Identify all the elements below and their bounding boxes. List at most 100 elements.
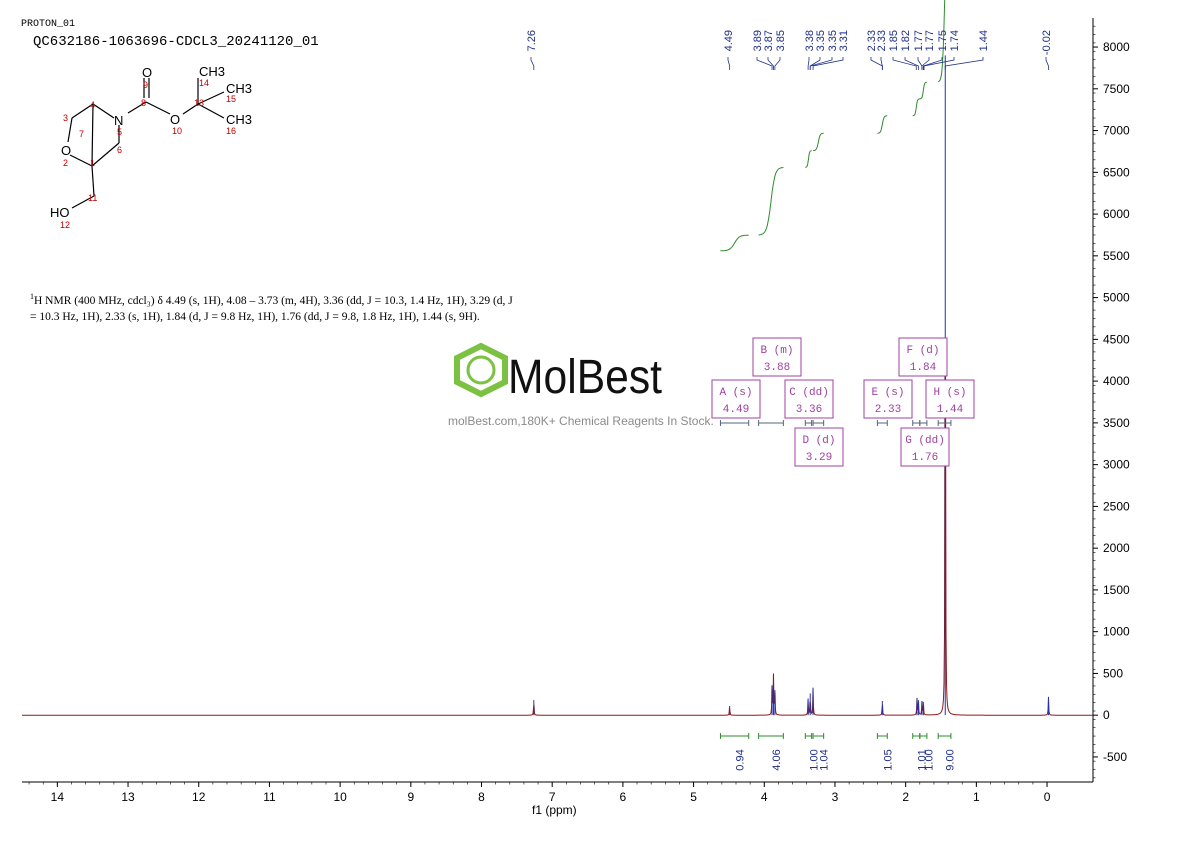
peak-connector xyxy=(809,57,833,70)
y-tick-label: -500 xyxy=(1103,750,1127,764)
y-tick-label: 2500 xyxy=(1103,499,1130,513)
integral-curve xyxy=(937,0,946,83)
multiplet-shift: 4.49 xyxy=(723,404,749,416)
atom-8: 8 xyxy=(141,98,146,108)
peak-label: 2.33 xyxy=(876,30,888,51)
spectrum-line xyxy=(22,342,1093,716)
y-tick-label: 5500 xyxy=(1103,249,1130,263)
molbest-logo: MolBest xyxy=(454,342,662,404)
y-tick-label: 2000 xyxy=(1103,541,1130,555)
atom-11: 11 xyxy=(88,193,97,203)
integral-value: 1.05 xyxy=(882,749,894,770)
atom-14: 14 xyxy=(199,78,209,88)
peak-label: 2.33 xyxy=(866,30,878,51)
y-tick-label: 4500 xyxy=(1103,332,1130,346)
atom-9: 9 xyxy=(143,80,148,90)
atom-O9: O xyxy=(142,65,152,80)
peak-label: 1.85 xyxy=(888,30,900,51)
peak-connector xyxy=(904,57,919,70)
multiplet-box xyxy=(898,337,948,377)
x-tick-label: 11 xyxy=(263,790,276,804)
integral-curve xyxy=(877,115,888,134)
atom-O10: O xyxy=(170,112,180,127)
multiplet-name: F (d) xyxy=(906,345,939,357)
y-tick-label: 6500 xyxy=(1103,165,1130,179)
multiplet-name: D (d) xyxy=(802,435,835,447)
y-tick-label: 1000 xyxy=(1103,625,1130,639)
atom-HO: HO xyxy=(50,205,70,220)
multiplet-shift: 1.44 xyxy=(937,404,964,416)
multiplet-shift: 1.84 xyxy=(910,362,937,374)
peak-label: 1.77 xyxy=(913,30,925,51)
peak-label: 3.31 xyxy=(838,30,850,51)
atom-12: 12 xyxy=(60,220,70,230)
x-tick-label: 2 xyxy=(902,790,909,804)
molecule-structure xyxy=(67,78,225,209)
multiplet-box xyxy=(900,427,950,467)
nmr-line-1: H NMR (400 MHz, cdcl₃) δ 4.49 (s, 1H), 4… xyxy=(34,294,513,307)
y-tick-label: 5000 xyxy=(1103,291,1130,305)
peak-label: 3.35 xyxy=(827,30,839,51)
multiplet-name: E (s) xyxy=(871,387,904,399)
axes: 14 13 12 11 10 9 8 7 6 5 4 3 2 1 0-5000500100015002000… xyxy=(22,18,1130,804)
multiplet-box xyxy=(925,379,975,419)
atom-5: 5 xyxy=(117,127,122,137)
peak-connector xyxy=(756,57,773,70)
multiplet-name: B (m) xyxy=(760,345,793,357)
y-tick-label: 4000 xyxy=(1103,374,1130,388)
peak-connector xyxy=(767,57,774,70)
peak-label: 1.44 xyxy=(978,30,990,51)
peak-connector xyxy=(944,57,984,70)
atom-CH3-right: CH3 xyxy=(226,81,252,96)
multiplet-box xyxy=(794,427,844,467)
multiplet-shift: 3.88 xyxy=(764,362,790,374)
peak-label: 7.26 xyxy=(526,30,538,51)
x-tick-label: 7 xyxy=(549,790,556,804)
peak-connector xyxy=(812,57,844,70)
x-tick-label: 6 xyxy=(620,790,627,804)
peak-connector xyxy=(892,57,917,70)
integral-value: 9.00 xyxy=(945,749,957,770)
peak-connector xyxy=(774,57,781,70)
y-tick-label: 500 xyxy=(1103,666,1123,680)
nmr-sup: 1 xyxy=(30,292,34,301)
peak-label: -0.02 xyxy=(1041,30,1053,55)
multiplet-box xyxy=(863,379,913,419)
multiplet-shift: 2.33 xyxy=(875,404,901,416)
atom-N: N xyxy=(114,113,123,128)
atom-6: 6 xyxy=(117,145,122,155)
y-tick-label: 7500 xyxy=(1103,82,1130,96)
integral-curve xyxy=(720,234,749,252)
multiplet-box xyxy=(711,379,761,419)
y-tick-label: 7000 xyxy=(1103,124,1130,138)
integral-value: 1.01 xyxy=(916,749,928,770)
multiplet-box xyxy=(752,337,802,377)
atom-13: 13 xyxy=(194,98,204,108)
peak-connector xyxy=(727,57,731,70)
peak-label: 3.87 xyxy=(763,30,775,51)
peak-connector xyxy=(530,57,535,70)
peak-label: 1.82 xyxy=(900,30,912,51)
x-tick-label: 1 xyxy=(973,790,980,804)
atom-1: 1 xyxy=(90,158,95,168)
peak-connector xyxy=(880,57,883,70)
x-tick-label: 12 xyxy=(192,790,206,804)
integral-curve xyxy=(758,167,784,236)
y-tick-label: 1500 xyxy=(1103,583,1130,597)
multiplet-box xyxy=(784,379,834,419)
peak-labels: 7.26 4.49 3.89 3.87 3.85 3.38 3.35 3.35 3.31 2.33… xyxy=(526,30,1053,70)
multiplet-shift: 1.76 xyxy=(912,452,938,464)
peak-connector xyxy=(921,57,930,70)
x-tick-label: 0 xyxy=(1044,790,1051,804)
experiment-name: PROTON_01 xyxy=(21,19,76,30)
atom-10: 10 xyxy=(172,126,182,136)
x-tick-label: 9 xyxy=(407,790,414,804)
molecule-labels: O 9 8 N 5 4 3 7 O 2 1 6 11 HO 12 O 10 13… xyxy=(50,64,252,230)
watermark-url: molBest.com,180K+ Chemical Reagents In S… xyxy=(448,414,714,428)
integral-value: 4.06 xyxy=(771,749,783,770)
atom-7: 7 xyxy=(79,129,84,139)
y-tick-label: 0 xyxy=(1103,708,1110,722)
atom-15: 15 xyxy=(226,94,236,104)
peak-label: 4.49 xyxy=(723,30,735,51)
peak-label: 3.35 xyxy=(815,30,827,51)
